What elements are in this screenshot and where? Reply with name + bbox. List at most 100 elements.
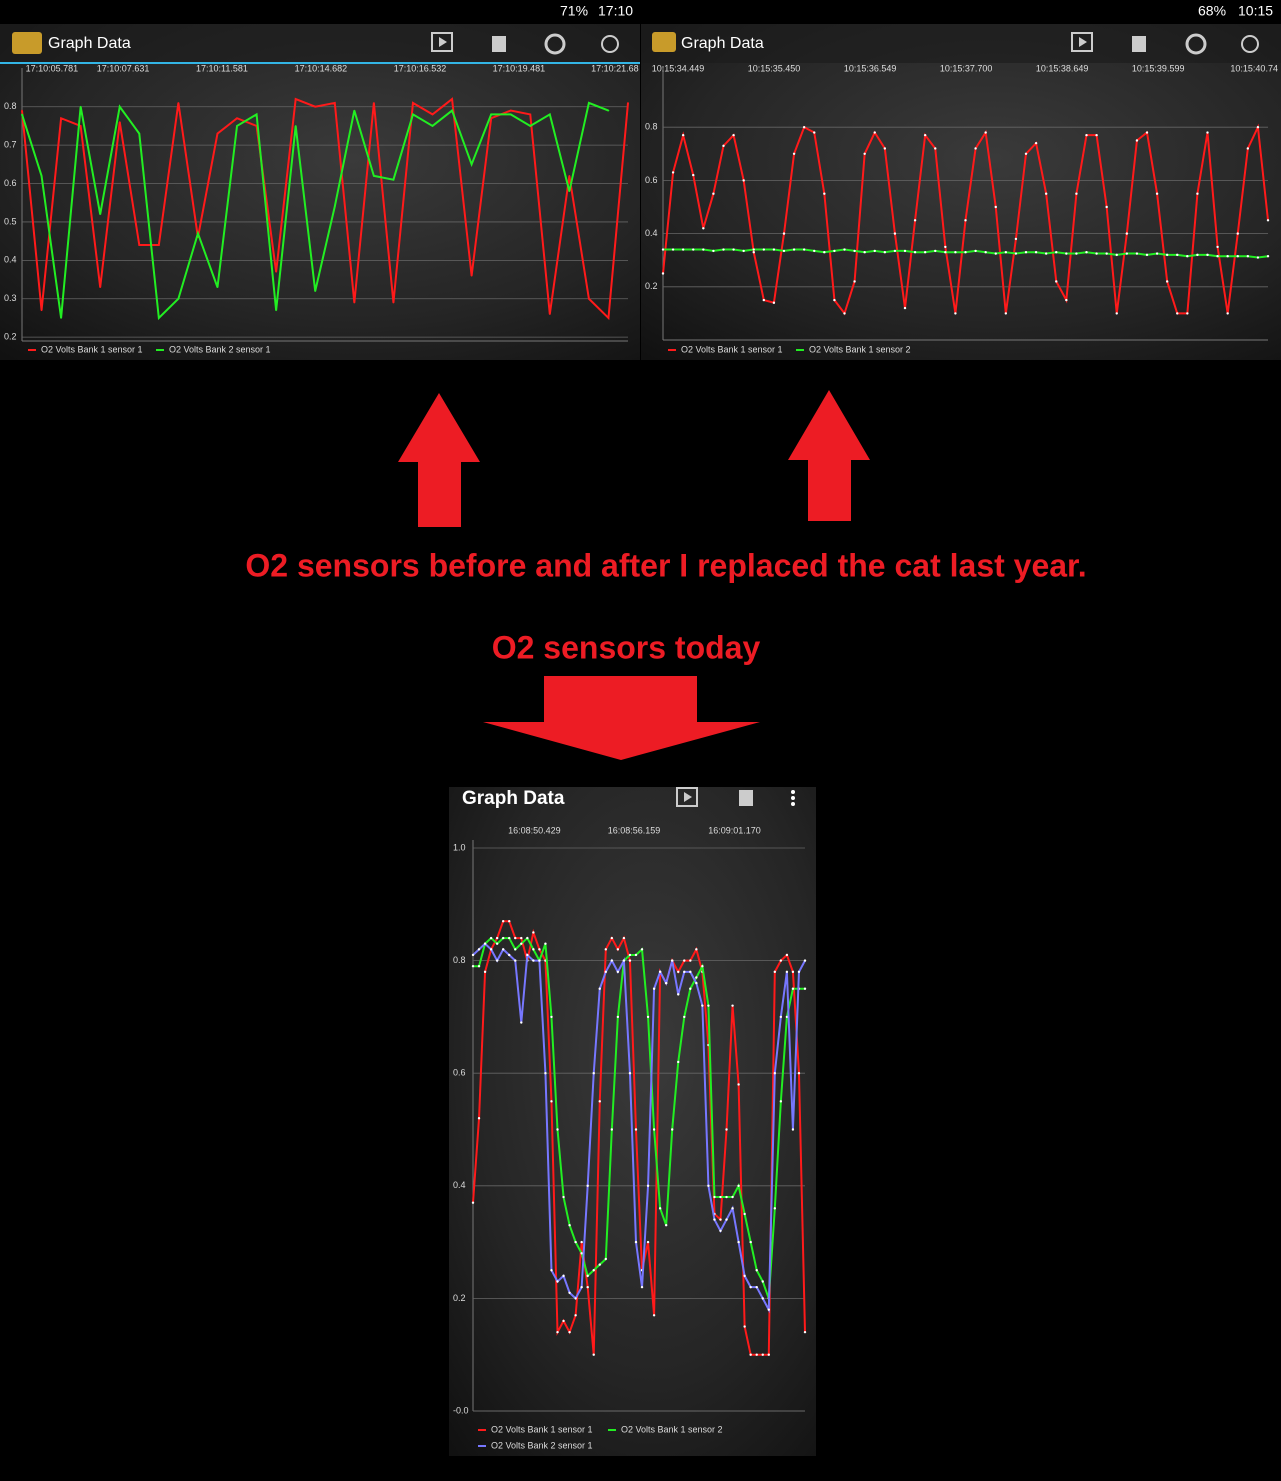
data-point <box>689 970 692 974</box>
data-point <box>431 113 434 116</box>
data-point <box>580 1285 583 1289</box>
data-point <box>984 251 987 254</box>
menu-button[interactable] <box>791 790 795 806</box>
data-point <box>913 219 917 222</box>
data-point <box>779 1100 783 1103</box>
arrow-down <box>483 676 760 760</box>
data-point <box>556 1280 559 1283</box>
data-point <box>692 248 695 251</box>
data-point <box>568 1330 571 1334</box>
data-point <box>477 1117 481 1120</box>
data-point <box>1115 253 1118 257</box>
data-point <box>802 248 806 251</box>
settings-button[interactable] <box>1185 33 1207 55</box>
data-point <box>785 953 789 957</box>
data-point <box>1206 253 1209 257</box>
delete-button[interactable] <box>1132 36 1146 52</box>
y-tick-label: 0.5 <box>4 216 17 226</box>
data-point <box>1256 256 1260 259</box>
data-point <box>873 131 876 134</box>
data-point <box>712 192 715 195</box>
data-point <box>1125 252 1129 255</box>
battery: 71% <box>560 3 588 19</box>
data-point <box>702 227 705 230</box>
play-button[interactable] <box>431 32 453 52</box>
delete-button[interactable] <box>492 36 506 52</box>
series-line <box>473 936 805 1299</box>
data-point <box>994 252 997 255</box>
data-point <box>640 1285 644 1289</box>
data-point <box>627 102 629 104</box>
data-point <box>1216 245 1219 249</box>
data-point <box>1266 219 1270 222</box>
data-point <box>99 213 101 216</box>
data-point <box>489 936 493 940</box>
data-point <box>490 113 492 116</box>
data-point <box>333 205 336 208</box>
data-point <box>568 175 571 177</box>
battery: 68% <box>1198 3 1226 19</box>
y-tick-label: -0.0 <box>453 1405 469 1415</box>
data-point <box>743 1325 746 1328</box>
settings-button[interactable] <box>544 33 566 55</box>
x-tick-label: 17:10:19.481 <box>493 63 546 73</box>
data-point <box>532 959 535 962</box>
data-point <box>1044 192 1048 195</box>
play-button[interactable] <box>676 787 698 807</box>
data-point <box>893 232 897 235</box>
data-point <box>1075 192 1078 195</box>
data-point <box>944 245 947 249</box>
data-point <box>501 948 505 951</box>
data-point <box>701 1004 704 1007</box>
data-point <box>177 297 180 300</box>
play-button[interactable] <box>1071 32 1093 52</box>
data-point <box>412 113 414 116</box>
data-point <box>761 1353 764 1356</box>
data-point <box>520 942 523 945</box>
data-point <box>604 948 607 951</box>
data-point <box>652 987 656 990</box>
data-point <box>761 1280 764 1283</box>
data-point <box>598 1100 601 1103</box>
data-point <box>610 936 614 940</box>
data-point <box>725 1128 728 1131</box>
data-point <box>1176 253 1179 257</box>
data-point <box>574 1297 577 1300</box>
data-point <box>719 1195 722 1199</box>
x-tick-label: 16:08:50.429 <box>508 825 561 835</box>
delete-button[interactable] <box>739 790 753 806</box>
data-point <box>610 959 614 962</box>
data-point <box>773 1207 777 1210</box>
data-point <box>803 987 807 990</box>
data-point <box>755 1353 758 1356</box>
data-point <box>477 965 481 968</box>
y-tick-label: 0.2 <box>4 332 17 342</box>
data-point <box>607 109 610 112</box>
series-line <box>472 942 806 1314</box>
data-point <box>974 147 977 150</box>
data-point <box>725 1218 728 1221</box>
data-point <box>681 133 685 137</box>
data-point <box>803 1330 807 1334</box>
data-point <box>197 232 199 235</box>
data-point <box>622 959 626 962</box>
data-point <box>671 1128 674 1131</box>
data-point <box>792 248 796 251</box>
x-tick-label: 17:10:05.781 <box>26 63 79 73</box>
data-point <box>749 1240 752 1244</box>
data-point <box>634 1240 638 1244</box>
data-point <box>177 102 180 104</box>
data-point <box>574 1314 577 1317</box>
share-button[interactable] <box>601 35 619 53</box>
data-point <box>934 147 937 150</box>
data-point <box>501 936 505 940</box>
x-tick-label: 10:15:36.549 <box>844 63 897 73</box>
data-point <box>752 251 755 254</box>
data-point <box>538 959 541 962</box>
data-point <box>779 1015 783 1019</box>
data-point <box>607 317 610 319</box>
data-point <box>1105 205 1108 209</box>
share-button[interactable] <box>1241 35 1259 53</box>
data-point <box>1145 131 1149 134</box>
data-point <box>1095 252 1098 255</box>
